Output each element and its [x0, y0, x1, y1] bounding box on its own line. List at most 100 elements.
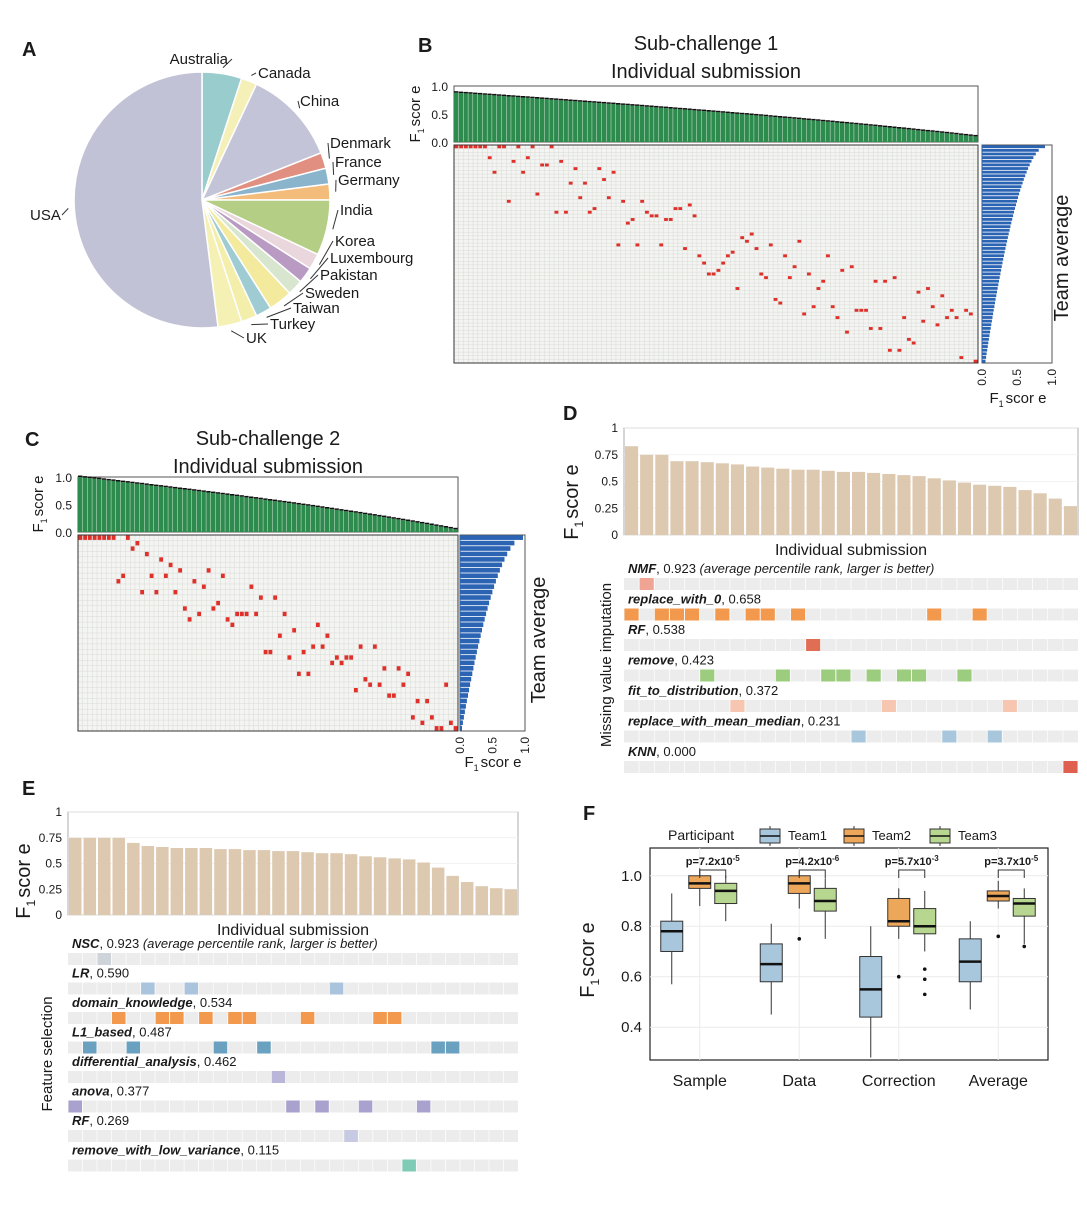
box-team2 [787, 875, 811, 894]
submission-marker [387, 693, 392, 698]
submission-marker [311, 644, 316, 649]
submission-marker [730, 250, 735, 254]
submission-marker [864, 308, 868, 312]
box-team2 [887, 897, 911, 927]
team-bar [460, 606, 488, 611]
submission-marker [263, 649, 268, 655]
pie-leader-line [230, 330, 245, 339]
submission-marker [506, 199, 511, 203]
score-bar-cap [877, 125, 883, 127]
score-bar-cap [596, 101, 602, 104]
score-bar-cap [173, 486, 178, 489]
submission-score-bar [243, 850, 256, 915]
box-team3 [813, 887, 837, 912]
score-bar [225, 494, 230, 532]
score-bar-cap [625, 103, 630, 106]
score-bar-cap [787, 116, 792, 119]
submission-marker [135, 540, 140, 546]
score-bar-cap [515, 95, 521, 98]
score-bar [901, 128, 907, 142]
pie-leader-line [332, 161, 335, 175]
submission-marker [454, 145, 459, 149]
box-team1 [859, 956, 883, 1018]
submission-marker [334, 655, 339, 660]
score-bar [520, 97, 526, 142]
score-bar [644, 106, 649, 142]
side-axis-tick: 1.0 [518, 737, 532, 754]
team-bar [982, 217, 1013, 221]
score-bar-cap [620, 103, 626, 105]
score-bar [539, 98, 545, 142]
team-bar [982, 308, 994, 312]
box-team3 [714, 882, 738, 905]
team-bar [460, 660, 475, 666]
score-bar-cap [958, 133, 964, 135]
method-label-lr: LR, 0.590 [72, 966, 129, 981]
submission-score-bar [156, 847, 169, 915]
team-bar [460, 589, 493, 595]
submission-marker [154, 589, 159, 595]
submission-score-bar [836, 471, 850, 535]
score-bar [725, 113, 730, 142]
team-bar [982, 188, 1021, 192]
submission-marker [78, 535, 83, 540]
score-bar-cap [844, 121, 849, 124]
score-bar [391, 518, 396, 532]
pie-label-luxembourg: Luxembourg [330, 250, 413, 267]
score-bar-cap [763, 114, 768, 117]
submission-marker [892, 276, 897, 280]
score-bar-cap [754, 113, 759, 116]
score-bar [816, 120, 821, 142]
submission-marker [578, 196, 583, 200]
side-axis-tick: 1.0 [1045, 369, 1059, 386]
pvalue-bracket [798, 869, 826, 878]
score-bar-cap [668, 107, 673, 109]
team-bar [982, 352, 987, 356]
submission-marker [802, 312, 807, 316]
grid-lines [78, 535, 458, 731]
score-bar-cap [344, 509, 349, 512]
submission-marker [178, 568, 183, 573]
submission-score-bar [1003, 486, 1017, 535]
pvalue-label: p=7.2x10-5 [686, 854, 740, 868]
score-bar [811, 120, 816, 142]
submission-marker [121, 573, 126, 579]
submission-marker [97, 535, 102, 540]
team-bar [982, 301, 995, 305]
submission-marker [954, 316, 959, 320]
score-bar-cap [573, 99, 578, 102]
team-bar [982, 283, 999, 287]
score-bar [201, 491, 206, 532]
score-bar-cap [563, 99, 568, 101]
side-axis-label: Team average [1051, 195, 1073, 322]
score-bar [220, 494, 225, 532]
submission-marker [439, 726, 444, 731]
submission-marker [606, 196, 611, 200]
score-bar [658, 107, 664, 142]
score-bar-cap [130, 481, 135, 484]
score-bar-cap [863, 123, 869, 126]
submission-marker [840, 268, 845, 272]
score-bar [253, 498, 259, 532]
method-label-domain-knowledge: domain_knowledge, 0.534 [72, 995, 232, 1010]
score-bar-cap [511, 95, 516, 97]
team-bar [460, 698, 467, 704]
score-bar [339, 510, 344, 532]
pie-label-france: France [335, 154, 382, 171]
score-bar [844, 123, 849, 142]
submission-marker [492, 170, 497, 174]
score-bar-cap [401, 518, 406, 521]
submission-marker [611, 170, 616, 174]
score-bar [563, 100, 568, 142]
score-bar-cap [539, 97, 545, 99]
score-bar [511, 96, 516, 142]
score-bar-cap [544, 97, 549, 100]
score-bar-cap [777, 116, 783, 118]
score-bar-cap [692, 108, 697, 111]
score-bar-cap [211, 491, 216, 494]
submission-marker [749, 232, 754, 236]
score-bar-cap [477, 92, 483, 95]
team-bar [982, 210, 1014, 214]
score-bar-cap [758, 114, 764, 116]
team-bar [982, 247, 1006, 250]
